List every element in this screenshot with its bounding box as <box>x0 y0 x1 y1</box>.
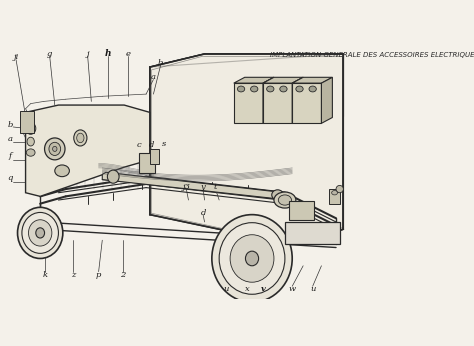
Text: j: j <box>86 50 89 58</box>
Text: a: a <box>8 135 13 143</box>
Ellipse shape <box>55 165 69 177</box>
Ellipse shape <box>219 223 285 294</box>
Bar <box>150 149 158 164</box>
Ellipse shape <box>272 190 283 200</box>
Ellipse shape <box>212 215 292 302</box>
Text: b: b <box>8 121 13 129</box>
Text: ji: ji <box>13 53 18 61</box>
Text: h: h <box>105 49 111 58</box>
Text: s: s <box>162 140 166 148</box>
Ellipse shape <box>230 235 274 282</box>
Text: u: u <box>224 285 229 293</box>
Ellipse shape <box>22 212 58 253</box>
Ellipse shape <box>28 220 52 246</box>
Text: z: z <box>71 271 75 279</box>
Text: e: e <box>125 50 130 58</box>
Ellipse shape <box>237 86 245 92</box>
Polygon shape <box>234 77 274 83</box>
Text: v: v <box>261 285 265 293</box>
Polygon shape <box>150 54 343 131</box>
Ellipse shape <box>309 86 316 92</box>
Bar <box>139 153 155 173</box>
Text: x: x <box>245 285 249 293</box>
Polygon shape <box>292 77 303 123</box>
Ellipse shape <box>77 133 84 143</box>
Ellipse shape <box>296 86 303 92</box>
Polygon shape <box>263 77 274 123</box>
Text: k: k <box>43 271 48 279</box>
Ellipse shape <box>246 251 259 266</box>
Polygon shape <box>263 83 292 123</box>
Text: w: w <box>289 285 296 293</box>
Bar <box>289 201 314 220</box>
Ellipse shape <box>274 192 296 208</box>
Polygon shape <box>289 54 343 244</box>
Bar <box>20 111 34 133</box>
Polygon shape <box>26 105 150 197</box>
Bar <box>329 189 340 204</box>
Text: b: b <box>158 59 164 67</box>
Polygon shape <box>263 77 303 83</box>
Polygon shape <box>234 83 263 123</box>
Ellipse shape <box>280 86 287 92</box>
Polygon shape <box>321 77 332 123</box>
Ellipse shape <box>278 195 292 205</box>
Ellipse shape <box>267 86 274 92</box>
Text: c: c <box>137 141 141 149</box>
Text: t: t <box>214 183 217 191</box>
Text: u: u <box>310 285 315 293</box>
Text: j3: j3 <box>182 183 190 191</box>
Text: a: a <box>151 73 156 81</box>
Ellipse shape <box>108 170 119 183</box>
Text: p: p <box>96 271 101 279</box>
Text: y: y <box>201 183 205 191</box>
Ellipse shape <box>26 149 35 156</box>
Ellipse shape <box>18 207 63 258</box>
Ellipse shape <box>332 191 337 195</box>
Ellipse shape <box>36 228 45 238</box>
Bar <box>285 222 340 244</box>
Ellipse shape <box>49 142 61 155</box>
Ellipse shape <box>45 138 65 160</box>
Ellipse shape <box>53 146 57 152</box>
Text: f: f <box>9 152 12 160</box>
Text: d: d <box>148 141 154 149</box>
Ellipse shape <box>27 137 34 146</box>
Polygon shape <box>292 77 332 83</box>
Text: q: q <box>8 174 13 182</box>
Polygon shape <box>102 172 289 200</box>
Text: 2: 2 <box>120 271 126 279</box>
Text: g: g <box>47 50 52 58</box>
Text: d: d <box>201 209 206 217</box>
Polygon shape <box>292 83 321 123</box>
Ellipse shape <box>336 185 343 193</box>
Ellipse shape <box>26 122 36 134</box>
Polygon shape <box>150 54 343 244</box>
Text: IMPLANTATION GENERALE DES ACCESSOIRES ELECTRIQUES: IMPLANTATION GENERALE DES ACCESSOIRES EL… <box>270 53 474 58</box>
Ellipse shape <box>74 130 87 146</box>
Ellipse shape <box>251 86 258 92</box>
